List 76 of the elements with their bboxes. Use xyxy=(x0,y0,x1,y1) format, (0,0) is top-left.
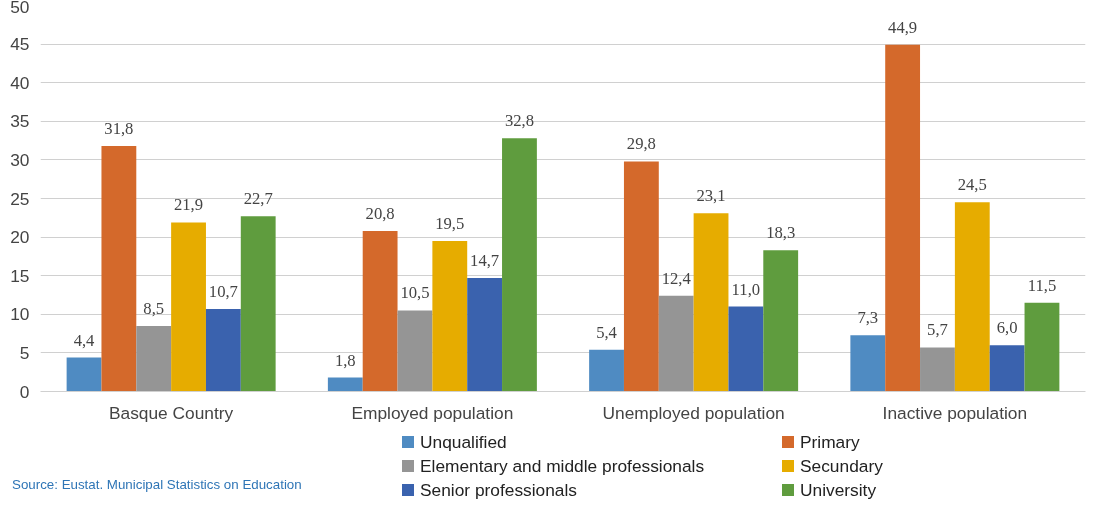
legend-label: Senior professionals xyxy=(420,478,578,502)
legend-label: University xyxy=(800,478,877,502)
data-label: 8,5 xyxy=(143,298,165,318)
data-label: 4,4 xyxy=(73,330,96,350)
bar xyxy=(623,161,659,392)
y-tick-label: 10 xyxy=(10,304,30,325)
bar xyxy=(1024,302,1060,392)
bar xyxy=(397,310,433,392)
data-label: 22,7 xyxy=(243,189,273,209)
bar xyxy=(885,44,921,392)
data-label: 5,4 xyxy=(596,322,618,342)
y-tick-label: 45 xyxy=(10,34,30,55)
bar xyxy=(362,230,398,392)
data-label: 23,1 xyxy=(696,186,726,206)
bar xyxy=(502,138,537,392)
data-label: 14,7 xyxy=(470,251,500,271)
data-label: 32,8 xyxy=(504,111,535,131)
bar xyxy=(989,345,1025,392)
legend-item: Unqualified xyxy=(402,430,782,454)
data-label: 10,5 xyxy=(400,283,430,303)
bar xyxy=(658,295,694,392)
bar xyxy=(240,216,276,392)
data-label: 21,9 xyxy=(173,195,204,215)
bar xyxy=(101,146,137,392)
bar xyxy=(136,325,172,392)
legend-label: Unqualified xyxy=(420,430,507,454)
legend-label: Elementary and middle professionals xyxy=(420,454,705,478)
legend-item: Elementary and middle professionals xyxy=(402,454,782,478)
bar xyxy=(205,308,241,392)
y-tick-label: 0 xyxy=(19,381,30,402)
y-tick-label: 30 xyxy=(10,149,30,170)
legend-item: University xyxy=(782,478,982,502)
y-tick-label: 5 xyxy=(19,342,30,363)
legend-item: Secundary xyxy=(782,454,982,478)
x-tick-label: Unemployed population xyxy=(602,402,785,423)
legend-item: Senior professionals xyxy=(402,478,782,502)
x-tick-label: Basque Country xyxy=(109,402,234,423)
data-label: 19,5 xyxy=(435,213,465,233)
bar xyxy=(728,306,764,392)
bar xyxy=(171,222,206,392)
data-label: 5,7 xyxy=(927,320,948,340)
data-label: 29,8 xyxy=(626,134,656,154)
bar xyxy=(467,278,503,392)
source-note: Source: Eustat. Municipal Statistics on Education xyxy=(12,476,302,494)
bar xyxy=(327,377,363,392)
bar xyxy=(693,213,729,392)
bar xyxy=(589,349,624,392)
data-label: 44,9 xyxy=(888,17,918,37)
bar xyxy=(66,357,102,392)
bar xyxy=(763,250,799,392)
data-label: 24,5 xyxy=(957,175,987,195)
data-label: 20,8 xyxy=(365,203,395,223)
data-label: 11,0 xyxy=(731,279,761,299)
data-label: 31,8 xyxy=(104,119,134,138)
x-tick-label: Inactive population xyxy=(882,402,1028,423)
bar xyxy=(432,240,468,392)
data-label: 1,8 xyxy=(334,350,356,370)
x-tick-label: Employed population xyxy=(351,402,514,423)
data-label: 12,4 xyxy=(661,268,692,288)
bar xyxy=(954,202,990,392)
y-tick-label: 25 xyxy=(10,188,30,209)
data-label: 6,0 xyxy=(996,318,1018,338)
y-tick-label: 50 xyxy=(10,0,30,17)
data-label: 10,7 xyxy=(208,281,238,301)
y-tick-label: 20 xyxy=(10,227,30,248)
data-label: 11,5 xyxy=(1027,275,1057,295)
data-label: 7,3 xyxy=(857,308,879,328)
legend-label: Secundary xyxy=(800,454,883,478)
y-tick-label: 35 xyxy=(10,111,30,132)
legend-label: Primary xyxy=(800,430,860,454)
data-label: 18,3 xyxy=(766,223,796,243)
y-tick-label: 15 xyxy=(10,265,30,286)
y-tick-label: 40 xyxy=(10,72,30,93)
bar xyxy=(920,347,955,392)
bar xyxy=(850,335,886,392)
legend-item: Primary xyxy=(782,430,982,454)
